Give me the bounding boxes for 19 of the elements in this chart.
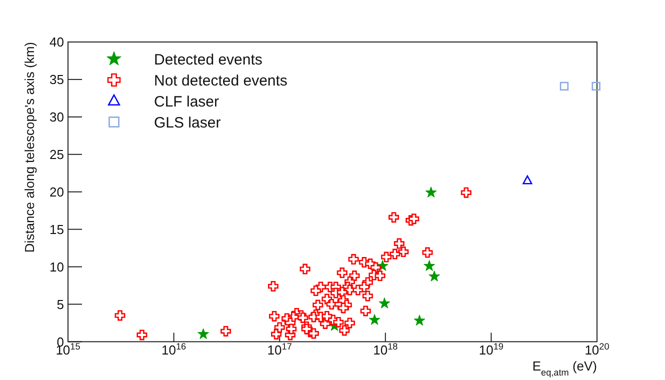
y-tick-label: 15: [50, 222, 64, 237]
y-tick-label: 40: [50, 34, 64, 50]
y-tick-label: 10: [50, 259, 64, 274]
y-axis-title: Distance along telescope's axis (km): [22, 42, 37, 253]
x-tick-label: 10$^{18}$: [373, 342, 398, 358]
y-tick-label: 35: [50, 72, 64, 88]
y-tick-label: 25: [50, 146, 64, 162]
y-tick-label: 20: [50, 184, 64, 200]
x-tick-label: 10$^{17}$: [267, 342, 292, 358]
x-axis-title: E$_{eq,atm}$ (eV): [532, 358, 597, 378]
x-tick-label: 10$^{20}$: [584, 342, 610, 358]
legend-label: GLS laser: [154, 114, 221, 132]
y-tick-label: 30: [50, 109, 64, 124]
x-tick-label: 10$^{19}$: [478, 342, 504, 358]
legend-label: Detected events: [154, 51, 262, 68]
y-tick-label: 5: [56, 296, 64, 312]
legend-label: Not detected events: [154, 72, 288, 90]
legend-label: CLF laser: [154, 93, 220, 110]
x-tick-label: 10$^{16}$: [162, 342, 186, 358]
